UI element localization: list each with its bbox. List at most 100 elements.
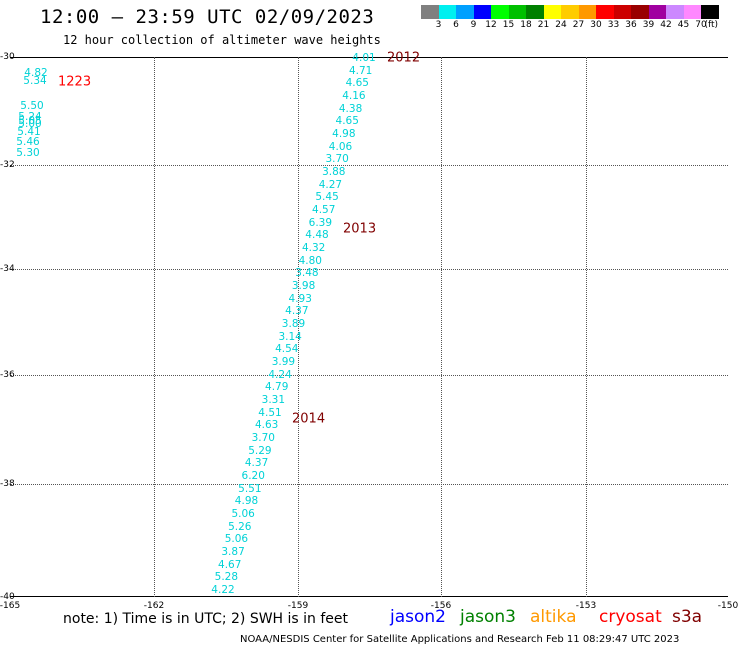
wave-height-value: 4.80 xyxy=(298,254,322,267)
legend-tick-label: 6 xyxy=(453,20,459,30)
legend-swatch xyxy=(596,5,614,19)
legend-tick-label: 33 xyxy=(607,20,620,30)
map-title: 12:00 – 23:59 UTC 02/09/2023 xyxy=(40,6,375,28)
map-frame xyxy=(10,57,728,597)
legend-swatch xyxy=(683,5,701,19)
latitude-label: -36 xyxy=(0,370,15,380)
wave-height-value: 4.37 xyxy=(285,305,309,318)
wave-height-value: 4.06 xyxy=(328,140,353,153)
wave-height-value: 3.98 xyxy=(291,280,316,292)
wave-height-value: 6.20 xyxy=(241,470,265,482)
legend-tick-label: 39 xyxy=(642,20,655,30)
wave-height-color-legend xyxy=(421,5,719,19)
wave-height-value: 4.98 xyxy=(332,128,356,140)
legend-tick-label: 27 xyxy=(572,20,585,30)
wave-height-value: 3.70 xyxy=(325,153,349,166)
wave-height-value: 4.32 xyxy=(301,242,326,254)
legend-swatch xyxy=(438,5,456,19)
satellite-legend-s3a: s3a xyxy=(672,607,703,627)
latitude-label: -40 xyxy=(0,592,15,602)
longitude-gridline xyxy=(586,57,587,597)
longitude-label: -150 xyxy=(717,601,739,611)
longitude-label: -153 xyxy=(575,601,597,611)
legend-swatch xyxy=(701,5,719,19)
legend-tick-label: 9 xyxy=(470,20,477,30)
track-time-label: 1223 xyxy=(58,74,92,90)
wave-height-value: 4.54 xyxy=(275,343,299,356)
legend-swatch xyxy=(491,5,509,19)
legend-swatch xyxy=(473,5,491,19)
legend-tick-label: 21 xyxy=(537,20,550,30)
legend-tick-label: 24 xyxy=(555,20,567,30)
legend-swatch xyxy=(648,5,666,19)
wave-height-value: 3.31 xyxy=(261,394,286,406)
wave-height-value: 6.39 xyxy=(308,216,333,229)
satellite-legend-jason3: jason3 xyxy=(460,607,516,627)
footer-note: note: 1) Time is in UTC; 2) SWH is in fe… xyxy=(63,611,349,627)
wave-height-value: 4.63 xyxy=(254,419,279,432)
wave-height-value: 5.24 xyxy=(18,111,42,123)
longitude-gridline xyxy=(441,57,442,597)
wave-height-value: 4.01 xyxy=(352,52,376,64)
wave-height-value: 4.57 xyxy=(312,204,336,216)
wave-height-value: 4.48 xyxy=(305,229,329,242)
wave-height-value: 5.46 xyxy=(16,136,40,148)
legend-tick-label: 70 xyxy=(695,20,707,30)
wave-height-value: 4.71 xyxy=(348,64,373,77)
legend-tick-label: 18 xyxy=(520,20,532,30)
wave-height-value: 4.24 xyxy=(268,368,292,381)
wave-height-value: 5.29 xyxy=(248,444,272,457)
wave-height-value: 4.65 xyxy=(335,115,359,128)
legend-tick-label: 12 xyxy=(485,20,497,30)
longitude-label: -159 xyxy=(287,601,309,611)
wave-height-value: 3.88 xyxy=(322,166,346,178)
latitude-gridline xyxy=(10,165,728,166)
wave-height-value: 4.98 xyxy=(234,495,259,508)
longitude-label: -162 xyxy=(143,601,165,611)
wave-height-value: 4.67 xyxy=(218,558,242,571)
wave-height-value: 4.16 xyxy=(342,90,366,102)
wave-height-value: 4.93 xyxy=(288,292,312,305)
track-time-label: 2012 xyxy=(387,50,421,66)
legend-swatch xyxy=(526,5,544,19)
legend-tick-label: 3 xyxy=(435,20,442,30)
legend-tick-label: 30 xyxy=(590,20,602,30)
wave-height-value: 4.27 xyxy=(318,178,343,191)
legend-unit-label: (ft) xyxy=(704,20,719,30)
wave-height-value: 5.26 xyxy=(228,520,252,533)
legend-swatch xyxy=(613,5,631,19)
legend-swatch xyxy=(561,5,579,19)
wave-height-value: 5.45 xyxy=(315,191,339,204)
wave-height-value: 3.14 xyxy=(278,330,302,343)
wave-height-value: 3.87 xyxy=(221,546,245,558)
legend-swatch xyxy=(578,5,596,19)
wave-height-value: 4.37 xyxy=(244,457,269,470)
wave-height-value: 4.82 xyxy=(24,67,48,79)
latitude-label: -38 xyxy=(0,479,15,489)
wave-height-value: 4.38 xyxy=(338,102,363,115)
wave-height-value: 5.34 xyxy=(23,75,47,87)
legend-tick-label: 15 xyxy=(502,20,515,30)
wave-height-value: 3.48 xyxy=(295,267,319,280)
wave-height-value: 5.30 xyxy=(16,147,40,159)
wave-height-value: 3.89 xyxy=(281,318,306,330)
wave-height-value: 3.99 xyxy=(271,356,296,368)
wave-height-value: 5.51 xyxy=(238,482,262,495)
longitude-gridline xyxy=(154,57,155,597)
wave-height-value: 4.65 xyxy=(345,77,369,90)
wave-height-value: 5.06 xyxy=(231,508,255,520)
latitude-label: -34 xyxy=(0,264,15,274)
legend-swatch xyxy=(421,5,439,19)
wave-height-value: 5.06 xyxy=(224,533,249,546)
wave-height-value: 5.00 xyxy=(18,118,42,130)
wave-height-value: 4.79 xyxy=(265,381,289,394)
latitude-gridline xyxy=(10,484,728,485)
credit-line: NOAA/NESDIS Center for Satellite Applica… xyxy=(240,634,680,645)
legend-swatch xyxy=(456,5,474,19)
legend-swatch xyxy=(666,5,684,19)
latitude-gridline xyxy=(10,269,728,270)
longitude-label: -165 xyxy=(0,601,21,611)
latitude-gridline xyxy=(10,375,728,376)
satellite-legend-jason2: jason2 xyxy=(390,607,446,627)
satellite-legend-altika: altika xyxy=(530,607,577,627)
